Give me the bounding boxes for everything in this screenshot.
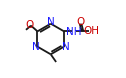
Text: O: O (25, 20, 34, 30)
Text: N: N (32, 42, 40, 52)
Text: N: N (47, 17, 55, 27)
Text: OH: OH (83, 26, 99, 36)
Text: NH: NH (66, 27, 82, 37)
Text: O: O (76, 17, 84, 27)
Text: N: N (61, 42, 69, 52)
